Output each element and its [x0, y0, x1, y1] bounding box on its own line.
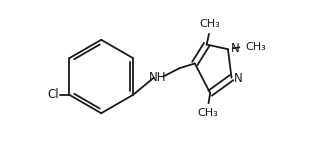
Text: CH₃: CH₃: [245, 42, 266, 52]
Text: NH: NH: [149, 71, 167, 84]
Text: Cl: Cl: [47, 88, 59, 101]
Text: CH₃: CH₃: [197, 108, 218, 118]
Text: N: N: [231, 42, 239, 55]
Text: N: N: [235, 72, 243, 85]
Text: CH₃: CH₃: [199, 19, 220, 29]
